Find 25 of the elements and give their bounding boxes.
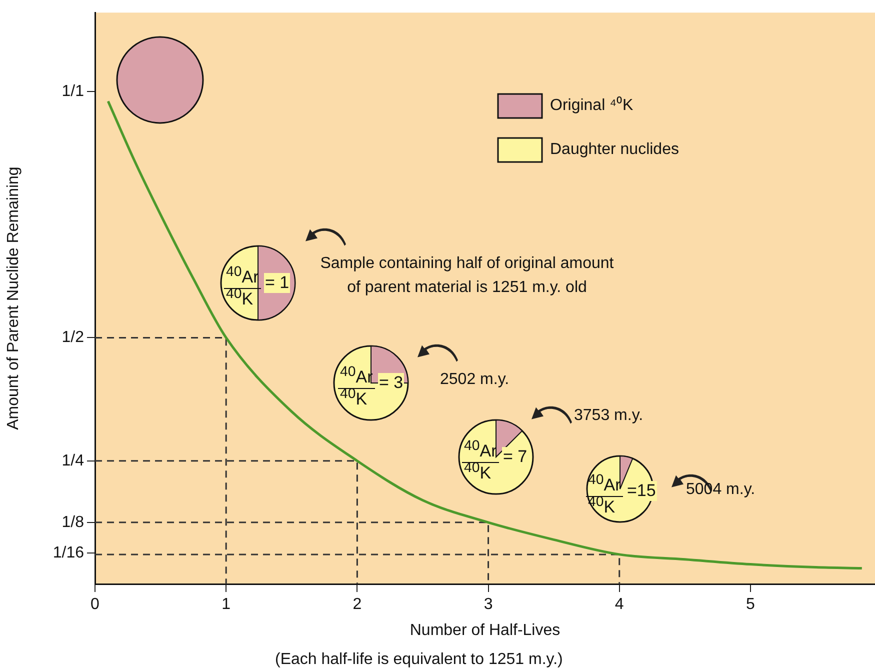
y-axis-title: Amount of Parent Nuclide Remaining: [5, 166, 22, 430]
y-tick-label: 1/2: [62, 329, 84, 346]
text: (Each half-life is equivalent to 1251 m.y.): [275, 650, 563, 670]
annotation: 5004 m.y.: [686, 480, 756, 500]
annotation: = 1: [264, 273, 290, 293]
annotation: 3753 m.y.: [574, 406, 644, 426]
x-tick-label: 4: [614, 596, 624, 614]
annotation: 2502 m.y.: [440, 370, 510, 390]
x-tick-label: 2: [352, 596, 362, 614]
annotation: $^{40}$Ar: [224, 262, 261, 289]
annotation: Sample containing half of original amount of parent material is 1251 m.y. old: [319, 254, 615, 298]
y-tick-label: 1/8: [62, 514, 84, 531]
annotation: = 3: [378, 373, 404, 393]
x-tick-label: 3: [484, 596, 493, 614]
y-tick-label: 1/16: [52, 544, 84, 562]
x-tick-label: 1: [222, 596, 231, 614]
annotation: Daughter nuclides: [550, 140, 679, 160]
x-axis-title: Number of Half-Lives: [410, 622, 560, 639]
y-tick-label: 1/1: [62, 82, 84, 100]
y-tick-label: 1/4: [62, 452, 84, 470]
annotation: Original ⁴⁰K: [550, 96, 634, 116]
annotation: = 7: [502, 447, 528, 467]
x-tick-label: 0: [90, 596, 100, 614]
x-tick-label: 5: [746, 596, 756, 614]
annotation: $^{40}$Ar: [462, 436, 499, 463]
